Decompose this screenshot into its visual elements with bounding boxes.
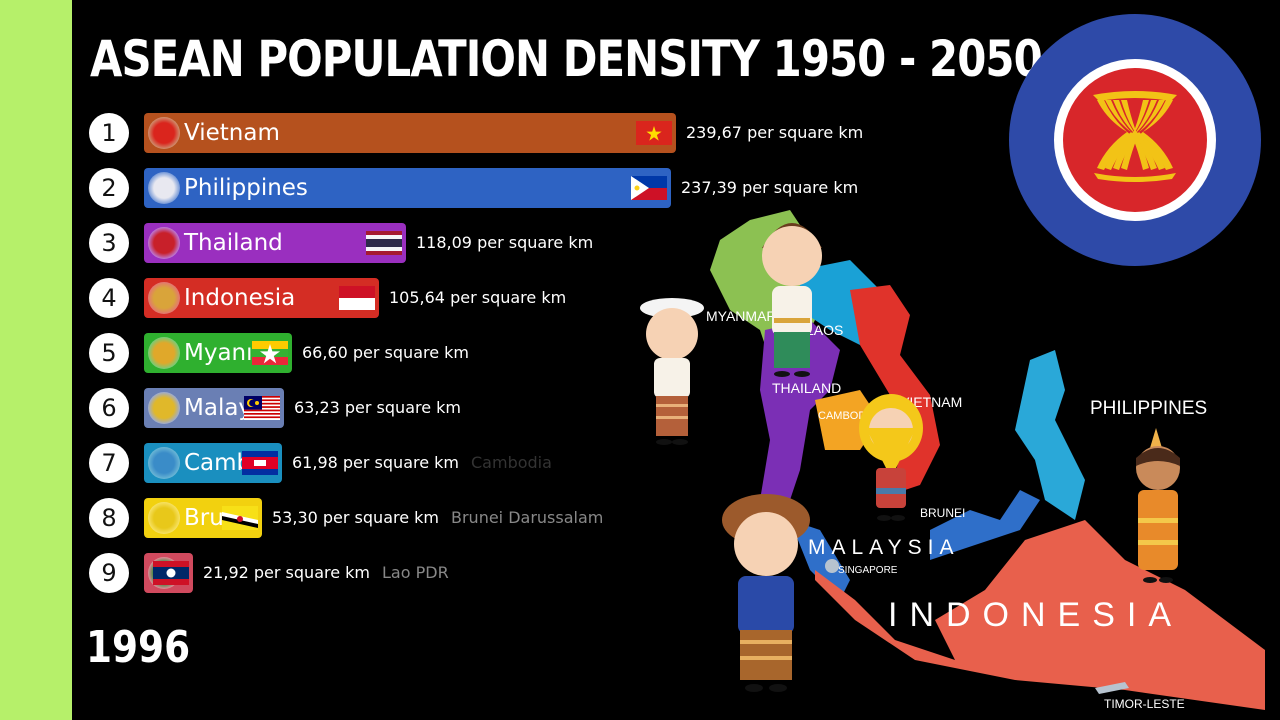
thailand-flag-icon: [366, 231, 402, 255]
bar-brunei: Bru: [144, 498, 262, 538]
malaysia-flag-icon: [244, 396, 280, 420]
indonesia-emblem-icon: [148, 282, 180, 314]
bar-philippines: Philippines: [144, 168, 671, 208]
indonesia-character-illustration: [722, 494, 810, 692]
map-philippines-shape: [1015, 350, 1085, 520]
philippines-character-illustration: [1136, 428, 1180, 583]
country-fullname-label: Brunei Darussalam: [451, 508, 604, 527]
rank-number: 5: [89, 333, 129, 373]
map-label-philippines: PHILIPPINES: [1090, 398, 1208, 419]
thailand-emblem-icon: [148, 227, 180, 259]
map-label-malaysia: MALAYSIA: [808, 536, 960, 559]
cambodia-character-illustration: [859, 394, 923, 521]
bar-label: Bru: [184, 505, 224, 531]
bar-label: Camb: [184, 450, 252, 476]
value-label: 63,23 per square km: [294, 398, 461, 417]
philippines-emblem-icon: [148, 172, 180, 204]
rank-number: 1: [89, 113, 129, 153]
bar-laos: [144, 553, 193, 593]
value-label: 239,67 per square km: [686, 123, 864, 142]
laos-flag-icon: [153, 561, 189, 585]
bar-label: Vietnam: [184, 120, 280, 146]
map-label-timor-leste: TIMOR-LESTE: [1104, 697, 1185, 711]
map-label-indonesia: INDONESIA: [888, 596, 1184, 634]
chart-title: ASEAN POPULATION DENSITY 1950 - 2050: [90, 30, 1043, 88]
bar-thailand: Thailand: [144, 223, 406, 263]
myanmar-character-illustration: [640, 298, 704, 445]
left-accent-strip: [0, 0, 72, 720]
rank-number: 4: [89, 278, 129, 318]
bar-myanmar: Myanı: [144, 333, 292, 373]
myanmar-emblem-icon: [148, 337, 180, 369]
rank-number: 8: [89, 498, 129, 538]
philippines-flag-icon: [631, 176, 667, 200]
brunei-emblem-icon: [148, 502, 180, 534]
rank-number: 9: [89, 553, 129, 593]
map-label-myanmar: MYANMAR: [706, 308, 777, 324]
cambodia-flag-icon: [242, 451, 278, 475]
value-label: 61,98 per square km: [292, 453, 459, 472]
vietnam-flag-icon: [636, 121, 672, 145]
map-malaysia-shape: [790, 520, 850, 600]
rank-number: 2: [89, 168, 129, 208]
value-label: 237,39 per square km: [681, 178, 859, 197]
bar-indonesia: Indonesia: [144, 278, 379, 318]
bar-malaysia: Malay: [144, 388, 284, 428]
bar-label: Indonesia: [184, 285, 296, 311]
myanmar-flag-icon: [252, 341, 288, 365]
malaysia-emblem-icon: [148, 392, 180, 424]
bar-label: Thailand: [184, 230, 283, 256]
value-label: 105,64 per square km: [389, 288, 567, 307]
vietnam-emblem-icon: [148, 117, 180, 149]
value-label: 118,09 per square km: [416, 233, 594, 252]
map-label-laos: LAOS: [806, 322, 844, 338]
map-label-singapore: SINGAPORE: [838, 565, 898, 576]
map-label-brunei: BRUNEI: [920, 506, 966, 520]
brunei-flag-icon: [222, 506, 258, 530]
bar-label: Myanı: [184, 340, 253, 366]
cambodia-emblem-icon: [148, 447, 180, 479]
country-fullname-label: Cambodia: [471, 453, 552, 472]
indonesia-flag-icon: [339, 286, 375, 310]
map-timor-shape: [1095, 682, 1129, 694]
country-fullname-label: Lao PDR: [382, 563, 449, 582]
year-counter: 1996: [86, 622, 191, 673]
rank-number: 7: [89, 443, 129, 483]
value-label: 53,30 per square km: [272, 508, 439, 527]
map-label-vietnam: VIETNAM: [900, 394, 963, 410]
rank-number: 3: [89, 223, 129, 263]
asean-logo-icon: [1009, 14, 1261, 266]
map-borneo-malaysia-shape: [930, 490, 1040, 560]
map-indonesia-shape: [815, 520, 1265, 710]
map-singapore-dot: [825, 559, 839, 573]
rank-number: 6: [89, 388, 129, 428]
bar-vietnam: Vietnam: [144, 113, 676, 153]
value-label: 66,60 per square km: [302, 343, 469, 362]
bar-cambodia: Camb: [144, 443, 282, 483]
map-label-thailand: THAILAND: [772, 380, 842, 396]
value-label: 21,92 per square km: [203, 563, 370, 582]
bar-label: Malay: [184, 395, 253, 421]
bar-label: Philippines: [184, 175, 308, 201]
thailand-character-illustration: [762, 223, 822, 377]
